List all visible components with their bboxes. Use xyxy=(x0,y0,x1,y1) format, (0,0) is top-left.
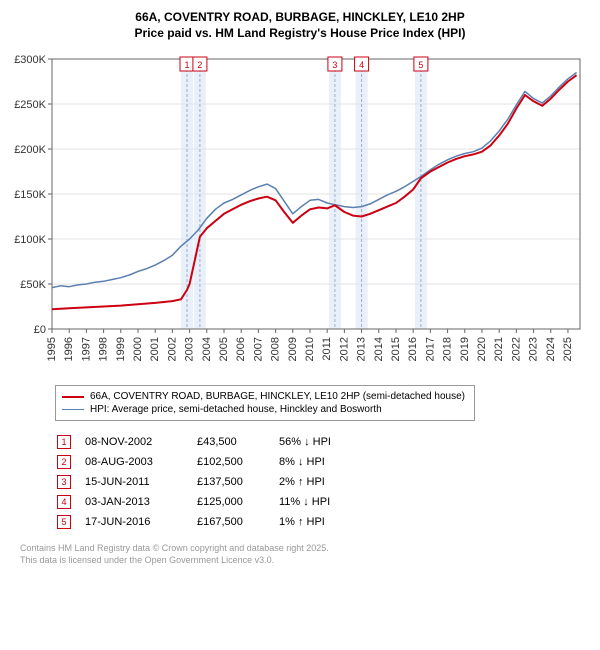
legend: 66A, COVENTRY ROAD, BURBAGE, HINCKLEY, L… xyxy=(55,385,475,421)
sale-price: £43,500 xyxy=(197,433,277,451)
svg-text:2004: 2004 xyxy=(201,337,213,361)
sale-delta: 56% ↓ HPI xyxy=(279,433,343,451)
svg-text:£100K: £100K xyxy=(14,234,46,246)
svg-text:2021: 2021 xyxy=(493,337,505,361)
legend-swatch xyxy=(62,409,84,410)
sale-price: £125,000 xyxy=(197,493,277,511)
svg-text:2010: 2010 xyxy=(304,337,316,361)
sale-marker: 1 xyxy=(57,435,71,449)
svg-text:3: 3 xyxy=(332,60,337,70)
svg-text:2007: 2007 xyxy=(252,337,264,361)
svg-text:2023: 2023 xyxy=(528,337,540,361)
svg-text:1995: 1995 xyxy=(46,337,58,361)
sale-delta: 1% ↑ HPI xyxy=(279,513,343,531)
sale-date: 03-JAN-2013 xyxy=(85,493,195,511)
svg-text:2012: 2012 xyxy=(338,337,350,361)
table-row: 2 08-AUG-2003£102,5008% ↓ HPI xyxy=(57,453,343,471)
sale-marker: 3 xyxy=(57,475,71,489)
sale-delta: 8% ↓ HPI xyxy=(279,453,343,471)
svg-text:2003: 2003 xyxy=(184,337,196,361)
svg-text:2016: 2016 xyxy=(407,337,419,361)
svg-text:2015: 2015 xyxy=(390,337,402,361)
sale-price: £102,500 xyxy=(197,453,277,471)
sale-marker: 4 xyxy=(57,495,71,509)
sale-delta: 11% ↓ HPI xyxy=(279,493,343,511)
svg-text:2020: 2020 xyxy=(476,337,488,361)
svg-text:£250K: £250K xyxy=(14,99,46,111)
sale-price: £167,500 xyxy=(197,513,277,531)
sale-date: 15-JUN-2011 xyxy=(85,473,195,491)
svg-text:£0: £0 xyxy=(34,324,46,336)
sales-table: 1 08-NOV-2002£43,50056% ↓ HPI 2 08-AUG-2003… xyxy=(55,431,345,533)
svg-text:2001: 2001 xyxy=(149,337,161,361)
sale-date: 08-NOV-2002 xyxy=(85,433,195,451)
svg-text:2017: 2017 xyxy=(424,337,436,361)
legend-label: 66A, COVENTRY ROAD, BURBAGE, HINCKLEY, L… xyxy=(90,391,465,402)
title-line-2: Price paid vs. HM Land Registry's House … xyxy=(10,26,590,42)
sale-date: 17-JUN-2016 xyxy=(85,513,195,531)
chart-title: 66A, COVENTRY ROAD, BURBAGE, HINCKLEY, L… xyxy=(10,10,590,41)
svg-text:2014: 2014 xyxy=(373,337,385,361)
svg-text:1: 1 xyxy=(185,60,190,70)
svg-text:£300K: £300K xyxy=(14,54,46,66)
line-chart: £0 £50K £100K £150K £200K £250K £300K 1995 1996 1… xyxy=(10,49,590,379)
svg-text:4: 4 xyxy=(359,60,364,70)
svg-text:2013: 2013 xyxy=(356,337,368,361)
sale-delta: 2% ↑ HPI xyxy=(279,473,343,491)
svg-text:2019: 2019 xyxy=(459,337,471,361)
svg-text:2011: 2011 xyxy=(321,337,333,361)
sale-date: 08-AUG-2003 xyxy=(85,453,195,471)
svg-text:2005: 2005 xyxy=(218,337,230,361)
table-row: 3 15-JUN-2011£137,5002% ↑ HPI xyxy=(57,473,343,491)
sale-marker: 5 xyxy=(57,515,71,529)
svg-text:2006: 2006 xyxy=(235,337,247,361)
svg-text:1996: 1996 xyxy=(63,337,75,361)
legend-row: 66A, COVENTRY ROAD, BURBAGE, HINCKLEY, L… xyxy=(62,390,468,403)
title-line-1: 66A, COVENTRY ROAD, BURBAGE, HINCKLEY, L… xyxy=(10,10,590,26)
sale-marker: 2 xyxy=(57,455,71,469)
sale-price: £137,500 xyxy=(197,473,277,491)
svg-text:1998: 1998 xyxy=(98,337,110,361)
table-row: 5 17-JUN-2016£167,5001% ↑ HPI xyxy=(57,513,343,531)
svg-text:2002: 2002 xyxy=(166,337,178,361)
footer-line-2: This data is licensed under the Open Gov… xyxy=(20,555,590,567)
chart-area: £0 £50K £100K £150K £200K £250K £300K 1995 1996 1… xyxy=(10,49,590,379)
svg-text:2008: 2008 xyxy=(270,337,282,361)
svg-text:2024: 2024 xyxy=(545,337,557,361)
svg-text:2022: 2022 xyxy=(510,337,522,361)
legend-swatch xyxy=(62,396,84,398)
svg-text:1997: 1997 xyxy=(80,337,92,361)
svg-text:2: 2 xyxy=(197,60,202,70)
legend-row: HPI: Average price, semi-detached house,… xyxy=(62,403,468,416)
table-row: 1 08-NOV-2002£43,50056% ↓ HPI xyxy=(57,433,343,451)
footer-line-1: Contains HM Land Registry data © Crown c… xyxy=(20,543,590,555)
svg-text:2009: 2009 xyxy=(287,337,299,361)
table-row: 4 03-JAN-2013£125,00011% ↓ HPI xyxy=(57,493,343,511)
svg-text:£200K: £200K xyxy=(14,144,46,156)
svg-text:5: 5 xyxy=(418,60,423,70)
legend-label: HPI: Average price, semi-detached house,… xyxy=(90,404,382,415)
svg-text:2018: 2018 xyxy=(442,337,454,361)
svg-text:2000: 2000 xyxy=(132,337,144,361)
svg-text:1999: 1999 xyxy=(115,337,127,361)
svg-text:£150K: £150K xyxy=(14,189,46,201)
svg-text:£50K: £50K xyxy=(20,279,46,291)
svg-text:2025: 2025 xyxy=(562,337,574,361)
footer-note: Contains HM Land Registry data © Crown c… xyxy=(20,543,590,566)
